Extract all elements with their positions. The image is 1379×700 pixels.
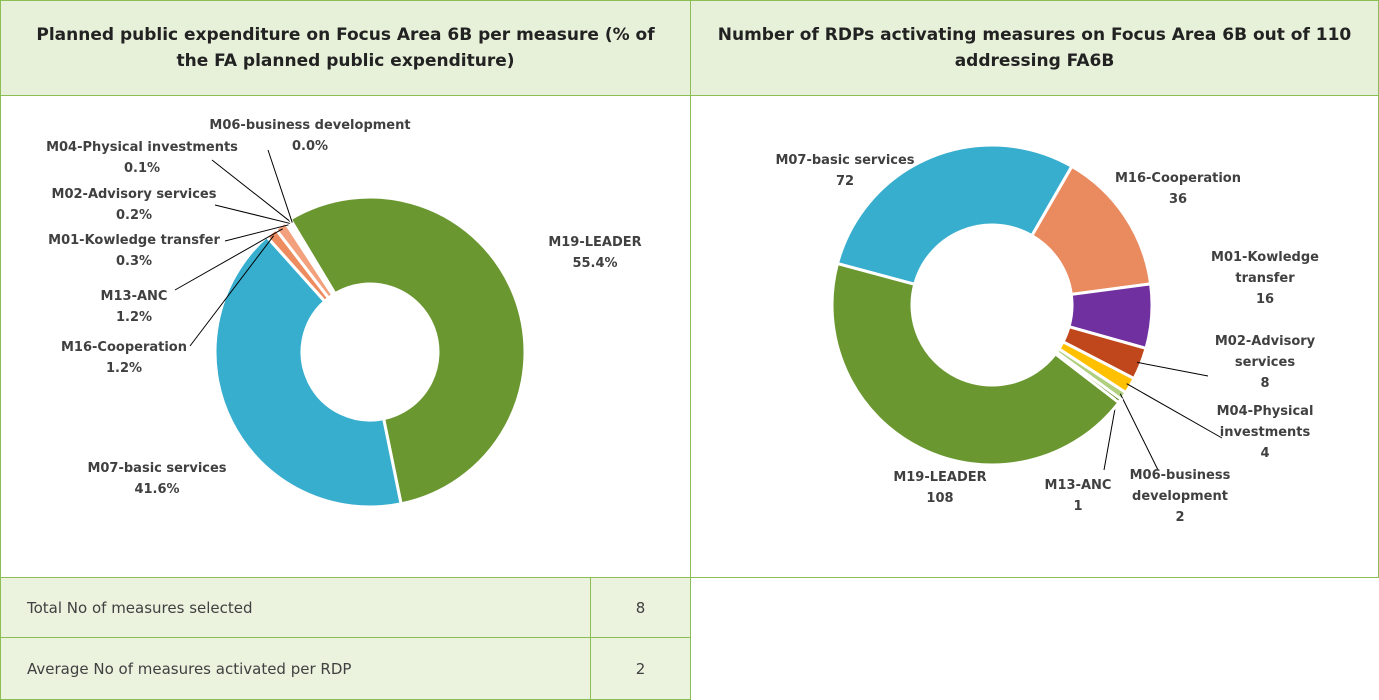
data-label: M07-basic services 41.6% xyxy=(77,458,237,500)
label-category: M19-LEADER xyxy=(893,470,987,485)
label-category: M02-Advisory services xyxy=(1214,334,1316,370)
data-label: M04-Physical investments 4 xyxy=(1205,401,1325,464)
label-value: 0.2% xyxy=(115,208,153,223)
label-category: M02-Advisory services xyxy=(51,187,217,202)
label-value: 36 xyxy=(1168,192,1188,207)
chart-title: Planned public expenditure on Focus Area… xyxy=(36,25,655,71)
label-value: 1.2% xyxy=(105,361,143,376)
label-value: 8 xyxy=(1260,376,1270,391)
label-category: M01-Kowledge transfer xyxy=(48,233,220,248)
label-value: 16 xyxy=(1255,292,1275,307)
data-label: M04-Physical investments 0.1% xyxy=(37,137,247,179)
leader-line xyxy=(224,224,289,242)
header-cell: Planned public expenditure on Focus Area… xyxy=(0,0,691,96)
data-label: M13-ANC 1.2% xyxy=(74,286,194,328)
label-value: 0.0% xyxy=(291,139,329,154)
label-value: 4 xyxy=(1260,446,1270,461)
label-value: 0.3% xyxy=(115,254,153,269)
label-category: M13-ANC xyxy=(1044,478,1112,493)
leader-line xyxy=(1136,361,1209,377)
label-value: 2 xyxy=(1175,510,1185,525)
label-category: M19-LEADER xyxy=(548,235,642,250)
label-value: 41.6% xyxy=(134,482,180,497)
leader-line xyxy=(174,228,283,291)
data-label: M16-Cooperation 1.2% xyxy=(29,337,219,379)
table-value: 2 xyxy=(590,637,691,700)
data-label: M01-Kowledge transfer 0.3% xyxy=(34,230,234,272)
data-label: M19-LEADER 108 xyxy=(880,467,1000,509)
label-category: M16-Cooperation xyxy=(1115,171,1241,186)
leader-line xyxy=(189,235,275,347)
table-value: 8 xyxy=(590,577,691,638)
label-category: M07-basic services xyxy=(775,153,915,168)
data-label: M19-LEADER 55.4% xyxy=(515,232,675,274)
leader-line xyxy=(1103,398,1118,471)
data-label: M06-business development 0.0% xyxy=(195,115,425,157)
leader-line xyxy=(214,204,291,225)
header-cell: Number of RDPs activating measures on Fo… xyxy=(690,0,1379,96)
data-label: M02-Advisory services 8 xyxy=(1205,331,1325,394)
table-label: Average No of measures activated per RDP xyxy=(0,637,591,700)
donut-slice xyxy=(830,261,1121,467)
data-label: M01-Kowledge transfer 16 xyxy=(1205,247,1325,310)
leader-line xyxy=(211,159,293,224)
label-category: M06-business development xyxy=(209,118,411,133)
label-value: 108 xyxy=(926,491,954,506)
data-label: M02-Advisory services 0.2% xyxy=(34,184,234,226)
label-category: M06-business development xyxy=(1129,468,1231,504)
chart-title: Number of RDPs activating measures on Fo… xyxy=(717,25,1352,71)
label-category: M13-ANC xyxy=(100,289,168,304)
donut-slice xyxy=(835,143,1074,287)
label-value: 55.4% xyxy=(572,256,618,271)
leader-line xyxy=(1126,383,1223,439)
label-value: 1.2% xyxy=(115,310,153,325)
data-label: M16-Cooperation 36 xyxy=(1098,168,1258,210)
data-label: M07-basic services 72 xyxy=(765,150,925,192)
label-category: M16-Cooperation xyxy=(61,340,187,355)
data-label: M06-business development 2 xyxy=(1115,465,1245,528)
leader-line xyxy=(1119,393,1159,471)
label-value: 72 xyxy=(835,174,855,189)
label-value: 1 xyxy=(1073,499,1083,514)
donut-slice xyxy=(288,195,527,506)
label-category: M07-basic services xyxy=(87,461,227,476)
leader-line xyxy=(267,149,293,223)
donut-slice xyxy=(213,234,403,509)
label-category: M04-Physical investments xyxy=(46,140,238,155)
data-label: M13-ANC 1 xyxy=(1033,475,1123,517)
label-category: M04-Physical investments xyxy=(1216,404,1314,440)
label-category: M01-Kowledge transfer xyxy=(1211,250,1319,286)
label-value: 0.1% xyxy=(123,161,161,176)
